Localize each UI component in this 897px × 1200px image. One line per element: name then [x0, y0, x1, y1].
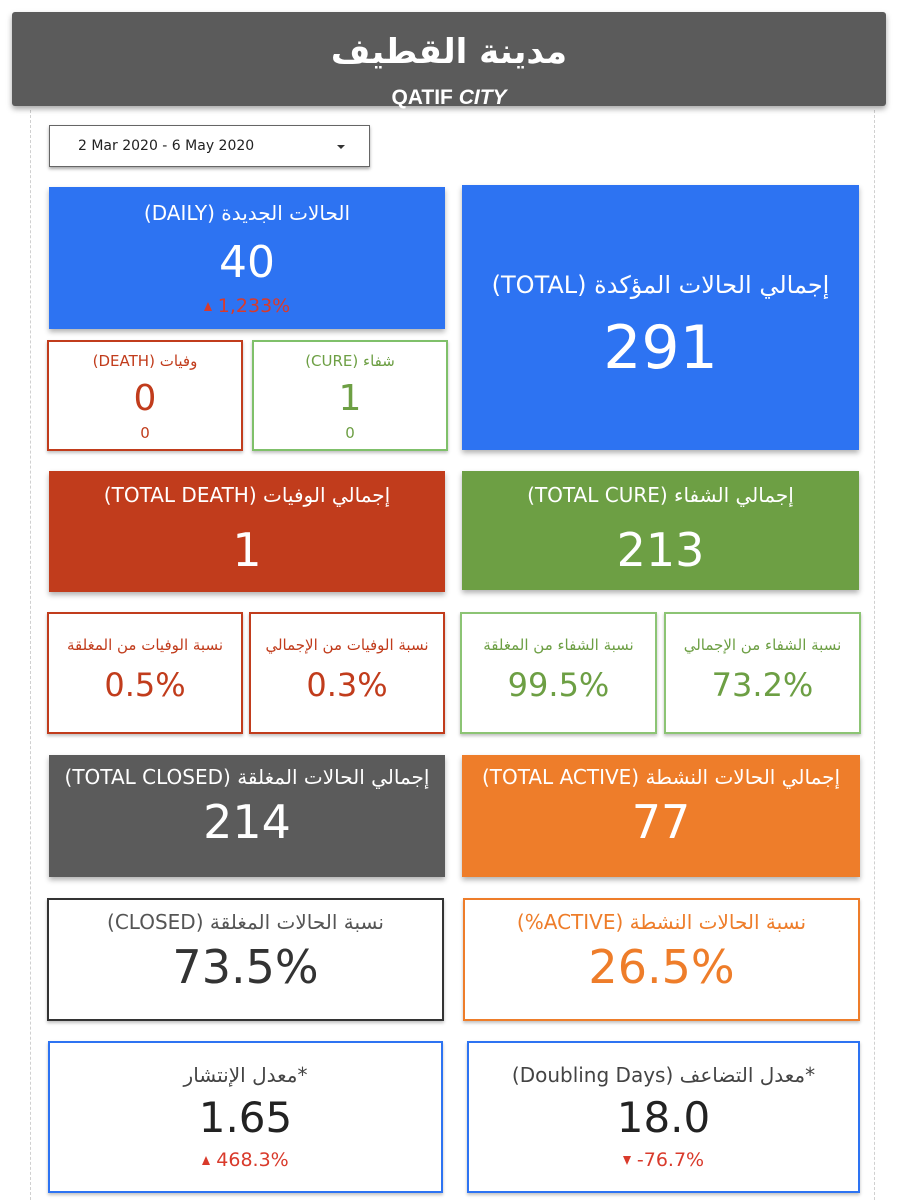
title-english-main: QATIF: [391, 86, 459, 109]
cure-rate-total-label: نسبة الشفاء من الإجمالي: [683, 636, 842, 654]
active-percent-label: نسبة الحالات النشطة (ACTIVE%): [516, 910, 807, 934]
spread-rate-label: *معدل الإنتشار: [183, 1063, 308, 1087]
arrow-down-icon: [622, 1156, 631, 1165]
daily-cases-value: 40: [219, 237, 275, 288]
total-death-card: إجمالي الوفيات (TOTAL DEATH) 1: [49, 471, 445, 592]
total-cases-card: إجمالي الحالات المؤكدة (TOTAL) 291: [462, 185, 859, 450]
cure-sub-value: 0: [345, 424, 355, 442]
cure-card: شفاء (CURE) 1 0: [252, 340, 448, 451]
death-rate-total-card: نسبة الوفيات من الإجمالي 0.3%: [249, 612, 445, 734]
death-label: وفيات (DEATH): [92, 352, 198, 370]
daily-cases-card: الحالات الجديدة (DAILY) 40 1,233%: [49, 187, 445, 329]
cure-rate-total-value: 73.2%: [711, 666, 814, 704]
death-card: وفيات (DEATH) 0 0: [47, 340, 243, 451]
total-active-card: إجمالي الحالات النشطة (TOTAL ACTIVE) 77: [462, 755, 860, 877]
spread-rate-card: *معدل الإنتشار 1.65 468.3%: [48, 1041, 443, 1193]
cure-rate-total-card: نسبة الشفاء من الإجمالي 73.2%: [664, 612, 861, 734]
closed-percent-label: نسبة الحالات المغلقة (CLOSED): [107, 910, 384, 934]
cure-rate-closed-card: نسبة الشفاء من المغلقة 99.5%: [460, 612, 657, 734]
cure-rate-closed-label: نسبة الشفاء من المغلقة: [483, 636, 634, 654]
doubling-days-change-value: -76.7%: [636, 1149, 705, 1171]
spread-rate-change: 468.3%: [50, 1149, 441, 1171]
daily-cases-change: 1,233%: [49, 295, 445, 317]
death-rate-closed-value: 0.5%: [104, 666, 186, 704]
cure-value: 1: [338, 378, 362, 419]
date-range-value: 2 Mar 2020 - 6 May 2020: [78, 138, 255, 154]
title-english-italic: CITY: [458, 86, 507, 109]
death-rate-total-value: 0.3%: [306, 666, 388, 704]
total-closed-value: 214: [203, 795, 291, 849]
total-cases-value: 291: [603, 313, 718, 383]
doubling-days-change: -76.7%: [469, 1149, 858, 1171]
death-rate-total-label: نسبة الوفيات من الإجمالي: [265, 636, 429, 654]
death-sub-value: 0: [140, 424, 150, 442]
chevron-down-icon: [337, 145, 345, 149]
cure-label: شفاء (CURE): [305, 352, 395, 370]
death-rate-closed-card: نسبة الوفيات من المغلقة 0.5%: [47, 612, 243, 734]
daily-cases-label: الحالات الجديدة (DAILY): [143, 201, 351, 225]
closed-percent-value: 73.5%: [172, 940, 319, 994]
cure-rate-closed-value: 99.5%: [507, 666, 610, 704]
spread-rate-value: 1.65: [198, 1093, 293, 1142]
total-cases-label: إجمالي الحالات المؤكدة (TOTAL): [491, 271, 830, 299]
total-cure-label: إجمالي الشفاء (TOTAL CURE): [527, 483, 794, 507]
total-cure-card: إجمالي الشفاء (TOTAL CURE) 213: [462, 471, 859, 590]
total-closed-label: إجمالي الحالات المغلقة (TOTAL CLOSED): [64, 765, 430, 789]
date-range-picker[interactable]: 2 Mar 2020 - 6 May 2020: [49, 125, 370, 167]
total-closed-card: إجمالي الحالات المغلقة (TOTAL CLOSED) 21…: [49, 755, 445, 877]
doubling-days-label: *معدل التضاعف (Doubling Days): [511, 1063, 816, 1087]
page-title-arabic: مدينة القطيف: [330, 32, 568, 72]
total-active-label: إجمالي الحالات النشطة (TOTAL ACTIVE): [481, 765, 841, 789]
page-title-english: QATIF CITY: [12, 86, 886, 110]
dashboard-frame: [30, 110, 875, 1200]
death-value: 0: [133, 378, 157, 419]
active-percent-value: 26.5%: [588, 940, 735, 994]
doubling-days-value: 18.0: [616, 1093, 711, 1142]
total-death-label: إجمالي الوفيات (TOTAL DEATH): [103, 483, 391, 507]
closed-percent-card: نسبة الحالات المغلقة (CLOSED) 73.5%: [47, 898, 444, 1021]
total-cure-value: 213: [616, 523, 705, 577]
spread-rate-change-value: 468.3%: [216, 1149, 289, 1171]
total-death-value: 1: [232, 523, 262, 577]
total-active-value: 77: [631, 795, 691, 849]
doubling-days-card: *معدل التضاعف (Doubling Days) 18.0 -76.7…: [467, 1041, 860, 1193]
page-header: مدينة القطيف QATIF CITY: [12, 12, 886, 109]
daily-cases-change-value: 1,233%: [217, 295, 291, 317]
active-percent-card: نسبة الحالات النشطة (ACTIVE%) 26.5%: [463, 898, 860, 1021]
arrow-up-icon: [203, 302, 212, 311]
arrow-up-icon: [202, 1156, 211, 1165]
death-rate-closed-label: نسبة الوفيات من المغلقة: [67, 636, 223, 654]
